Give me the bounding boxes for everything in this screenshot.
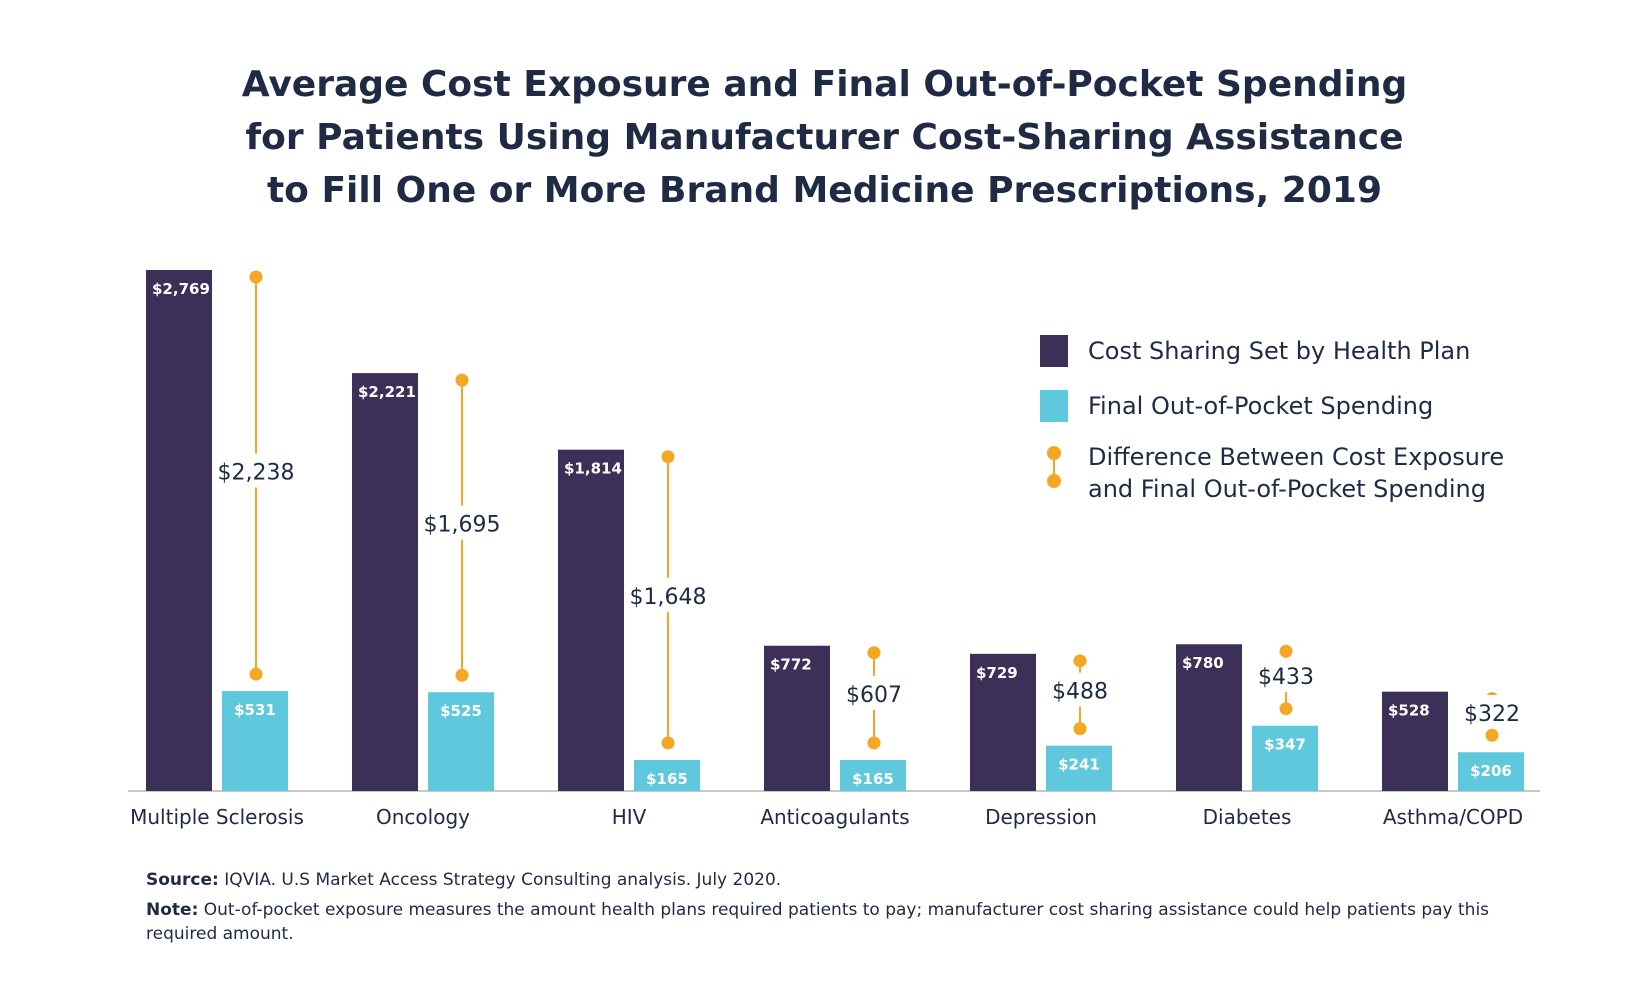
category-label: HIV [612,805,647,829]
difference-dot-top [1073,654,1087,668]
difference-dot-bottom [1073,722,1087,736]
difference-label-bg [1452,694,1532,729]
difference-dot-top [661,450,675,464]
difference-dot-top [867,646,881,660]
footer-source-label: Source: [146,870,219,890]
bar-chart: $2,769 $531 $2,238 Multiple Sclerosis $2,221… [128,270,1540,829]
difference-label: $2,238 [218,461,295,486]
chart-title-line-3: to Fill One or More Brand Medicine Presc… [266,170,1383,211]
footer-source: Source: IQVIA. U.S Market Access Strateg… [146,868,1526,892]
legend-label-difference-line-2: and Final Out-of-Pocket Spending [1088,475,1486,503]
bar-final-oop [222,691,288,791]
bar-label-cost-sharing: $2,221 [358,383,416,401]
difference-label-bg [422,505,502,540]
legend-swatch-final-oop [1040,390,1068,422]
difference-dot-bottom [1279,702,1293,716]
difference-label: $1,648 [630,585,707,610]
difference-label: $488 [1052,680,1108,705]
bar-label-final-oop: $347 [1264,736,1306,754]
difference-label-bg [628,577,708,612]
bar-cost-sharing [352,373,418,791]
bar-label-cost-sharing: $729 [976,664,1018,682]
bar-final-oop [1458,752,1524,791]
bar-final-oop [1252,725,1318,791]
bar-label-final-oop: $241 [1058,756,1100,774]
legend-swatch-cost-sharing [1040,335,1068,367]
footer-source-text: IQVIA. U.S Market Access Strategy Consul… [218,870,782,890]
legend-label-difference-line-1: Difference Between Cost Exposure [1088,443,1505,471]
category-label: Anticoagulants [760,805,909,829]
bar-cost-sharing [764,645,830,791]
bar-cost-sharing [1176,644,1242,791]
difference-label-bg [1246,657,1326,692]
bar-cost-sharing [970,653,1036,791]
difference-dot-bottom [455,668,469,682]
chart-footer: Source: IQVIA. U.S Market Access Strateg… [146,868,1526,946]
category-label: Asthma/COPD [1383,805,1523,829]
bar-label-final-oop: $525 [440,702,482,720]
bar-label-cost-sharing: $780 [1182,654,1224,672]
bar-cost-sharing [1382,691,1448,791]
footer-note-text: Out-of-pocket exposure measures the amou… [146,900,1490,944]
bar-final-oop [1046,745,1112,791]
bar-cost-sharing [146,270,212,791]
footer-note: Note: Out-of-pocket exposure measures th… [146,898,1526,946]
difference-label: $607 [846,683,902,708]
difference-dot-top [249,270,263,284]
legend-label-cost-sharing: Cost Sharing Set by Health Plan [1088,337,1471,365]
bar-final-oop [840,759,906,791]
bar-final-oop [634,759,700,791]
difference-dot-bottom [867,736,881,750]
difference-label: $433 [1258,665,1314,690]
bar-label-cost-sharing: $528 [1388,702,1430,720]
category-label: Diabetes [1203,805,1292,829]
difference-label-bg [1040,672,1120,707]
difference-label: $1,695 [424,513,501,538]
category-label: Multiple Sclerosis [130,805,304,829]
chart-title: Average Cost Exposure and Final Out-of-P… [0,58,1649,217]
legend-label-final-oop: Final Out-of-Pocket Spending [1088,392,1434,420]
bar-label-final-oop: $165 [852,770,894,788]
category-label: Depression [985,805,1097,829]
bar-cost-sharing [558,449,624,791]
bar-final-oop [428,692,494,791]
category-label: Oncology [376,805,470,829]
bar-label-cost-sharing: $2,769 [152,280,210,298]
difference-dot-bottom [661,736,675,750]
bar-label-final-oop: $165 [646,770,688,788]
legend-dumbbell-icon [1047,446,1061,488]
bar-label-final-oop: $531 [234,701,276,719]
difference-dot-bottom [249,667,263,681]
bar-label-cost-sharing: $1,814 [564,460,622,478]
difference-dot-bottom [1485,728,1499,742]
chart-title-line-2: for Patients Using Manufacturer Cost-Sha… [245,117,1404,158]
footer-note-label: Note: [146,900,199,920]
chart-title-line-1: Average Cost Exposure and Final Out-of-P… [241,64,1408,105]
difference-label-bg [216,453,296,488]
difference-dot-top [1279,644,1293,658]
difference-label-bg [834,675,914,710]
bar-label-cost-sharing: $772 [770,656,812,674]
difference-dot-top [455,373,469,387]
difference-label: $322 [1464,702,1520,727]
bar-label-final-oop: $206 [1470,762,1512,780]
